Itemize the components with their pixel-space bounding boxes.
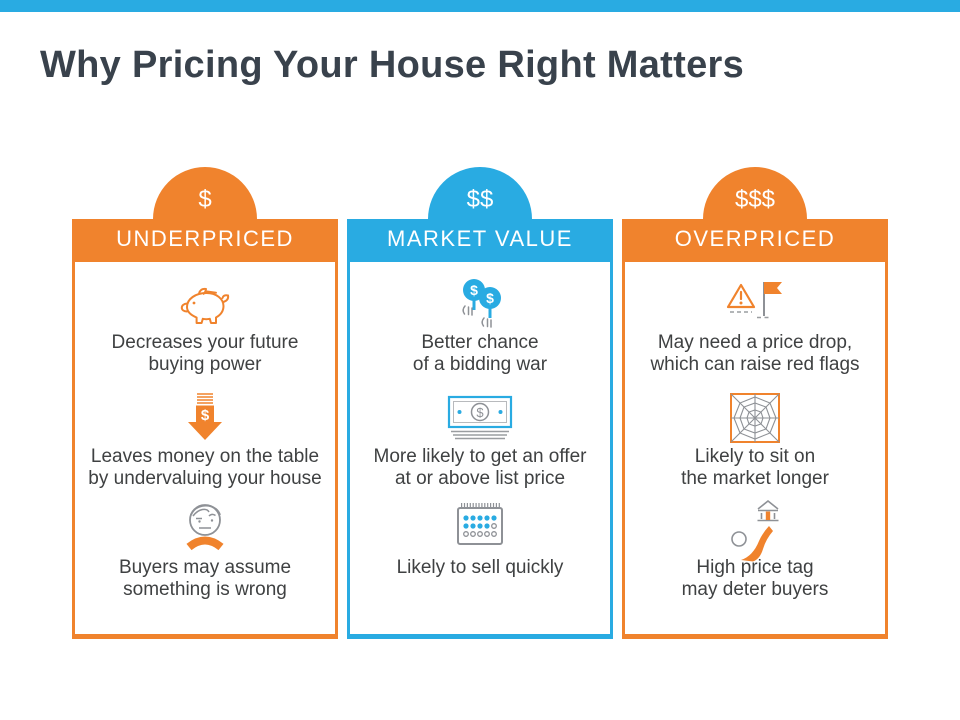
bidding-war-icon: $ $	[350, 277, 610, 331]
dollar-badge: $$	[428, 167, 532, 219]
money-offer-icon: $	[350, 391, 610, 445]
price-drop-flag-icon	[625, 277, 885, 331]
item-caption: Decreases your future buying power	[75, 332, 335, 375]
calendar-icon	[350, 499, 610, 553]
high-price-tag-icon	[625, 499, 885, 562]
svg-text:$: $	[201, 407, 210, 424]
item-caption: Leaves money on the table by undervaluin…	[75, 446, 335, 489]
caption-line-1: May need a price drop,	[657, 332, 853, 353]
spider-web-icon	[625, 391, 885, 445]
piggy-bank-icon	[75, 277, 335, 331]
caption-line-1: High price tag	[696, 557, 814, 578]
column-body: Decreases your future buying power $ Lea…	[72, 259, 338, 639]
badge-label: $$	[466, 186, 494, 213]
badge-label: $	[198, 186, 212, 213]
column-underpriced: $ UNDERPRICED Decreases your future buyi…	[72, 167, 338, 639]
item-caption: Buyers may assume something is wrong	[75, 557, 335, 600]
column-overpriced: $$$ OVERPRICED May need a price drop, wh…	[622, 167, 888, 639]
caption-line-1: Better chance	[421, 332, 539, 353]
caption-line-1: More likely to get an offer	[373, 446, 587, 467]
svg-text:$: $	[486, 290, 494, 306]
column-header-label: OVERPRICED	[674, 226, 836, 251]
column-market-value: $$ MARKET VALUE $ $ Better chance	[347, 167, 613, 639]
column-body: $ $ Better chance of a bidding war $	[347, 259, 613, 639]
caption-line-1: Leaves money on the table	[90, 446, 320, 467]
item-caption: Likely to sell quickly	[350, 557, 610, 579]
column-header-underpriced: UNDERPRICED	[72, 219, 338, 259]
item-caption: More likely to get an offer at or above …	[350, 446, 610, 489]
caption-line-1: Likely to sell quickly	[396, 557, 564, 578]
svg-text:$: $	[470, 282, 478, 298]
caption-line-1: Decreases your future	[111, 332, 299, 353]
caption-line-2: buying power	[148, 353, 262, 375]
column-header-label: UNDERPRICED	[116, 226, 294, 251]
badge-label: $$$	[734, 186, 776, 213]
column-body: May need a price drop, which can raise r…	[622, 259, 888, 639]
caption-line-2: at or above list price	[394, 467, 566, 489]
item-caption: May need a price drop, which can raise r…	[625, 332, 885, 375]
caption-line-2: may deter buyers	[681, 578, 829, 600]
item-caption: High price tag may deter buyers	[625, 557, 885, 600]
skeptical-buyer-icon	[75, 499, 335, 553]
column-header-label: MARKET VALUE	[387, 226, 573, 251]
caption-line-2: something is wrong	[123, 578, 287, 600]
caption-line-1: Likely to sit on	[694, 446, 816, 467]
caption-line-2: of a bidding war	[412, 353, 548, 375]
caption-line-2: by undervaluing your house	[88, 467, 322, 489]
item-caption: Better chance of a bidding war	[350, 332, 610, 375]
item-caption: Likely to sit on the market longer	[625, 446, 885, 489]
top-accent-bar	[0, 0, 960, 12]
caption-line-2: which can raise red flags	[650, 353, 860, 375]
dollar-badge: $	[153, 167, 257, 219]
column-header-overpriced: OVERPRICED	[622, 219, 888, 259]
dollar-badge: $$$	[703, 167, 807, 219]
page-title: Why Pricing Your House Right Matters	[40, 44, 745, 86]
svg-text:$: $	[476, 405, 484, 420]
caption-line-2: the market longer	[681, 467, 829, 489]
column-header-market-value: MARKET VALUE	[347, 219, 613, 259]
money-down-arrow-icon: $	[75, 391, 335, 445]
caption-line-1: Buyers may assume	[118, 557, 292, 578]
